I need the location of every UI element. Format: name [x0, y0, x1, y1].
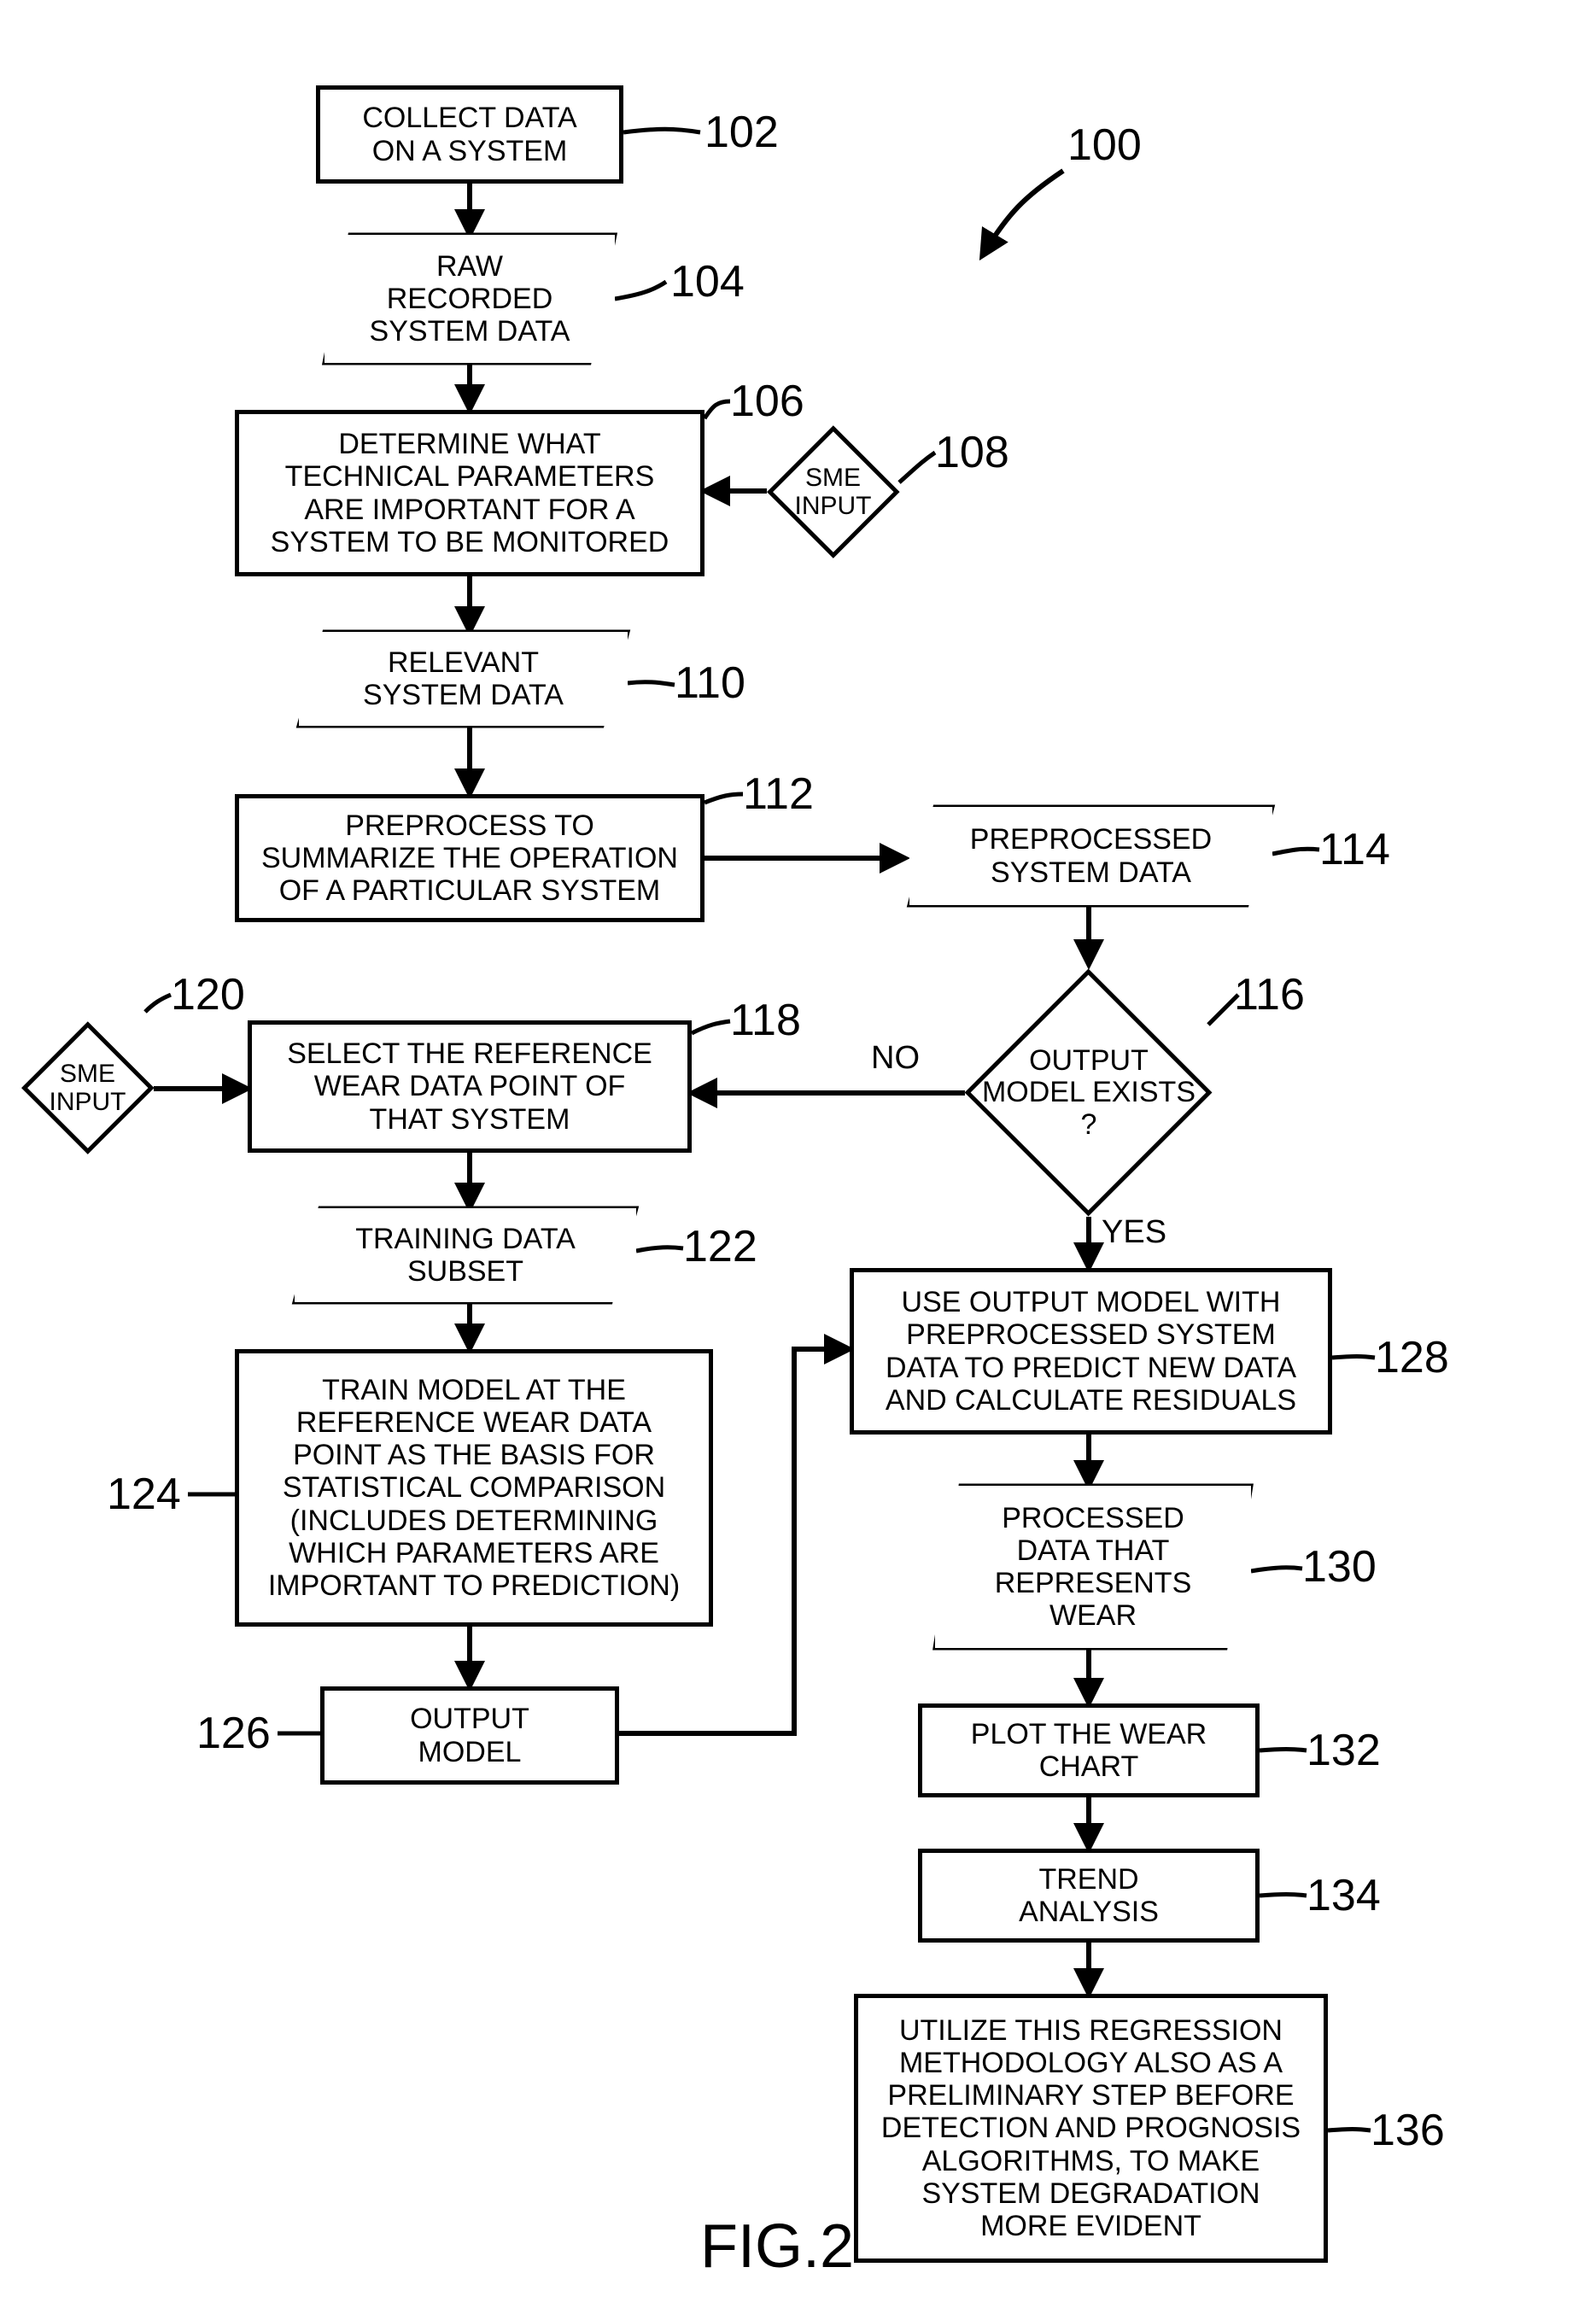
flowchart-canvas: FIG.2 100 COLLECT DATAON A SYSTEM RAWRECO… — [0, 0, 1596, 2314]
ref-n120: 120 — [171, 969, 245, 1020]
ref-n124: 124 — [107, 1469, 181, 1520]
data-n110: RELEVANTSYSTEM DATA — [299, 632, 628, 726]
ref-n122: 122 — [683, 1221, 757, 1272]
ref-n110: 110 — [675, 657, 745, 709]
data-n114: PREPROCESSEDSYSTEM DATA — [909, 807, 1272, 905]
ref-n130: 130 — [1302, 1541, 1377, 1592]
ref-n132: 132 — [1307, 1725, 1381, 1776]
figure-label: FIG.2 — [700, 2212, 854, 2282]
ref-n102: 102 — [704, 107, 779, 158]
edges-overlay — [0, 0, 1596, 2314]
decision-n116: OUTPUTMODEL EXISTS? — [965, 969, 1213, 1217]
ref-n112: 112 — [743, 768, 814, 820]
process-n124: TRAIN MODEL AT THEREFERENCE WEAR DATAPOI… — [235, 1349, 713, 1627]
ref-n114: 114 — [1319, 824, 1390, 875]
process-n136: UTILIZE THIS REGRESSIONMETHODOLOGY ALSO … — [854, 1994, 1328, 2263]
ref-n104: 104 — [670, 256, 745, 307]
ref-n134: 134 — [1307, 1870, 1381, 1921]
decision-n108: SMEINPUT — [767, 425, 899, 558]
data-n104: RAWRECORDEDSYSTEM DATA — [324, 235, 615, 363]
ref-n128: 128 — [1375, 1332, 1449, 1383]
process-n132: PLOT THE WEARCHART — [918, 1703, 1260, 1797]
data-n122: TRAINING DATASUBSET — [295, 1208, 636, 1302]
process-n134: TRENDANALYSIS — [918, 1849, 1260, 1943]
process-n126: OUTPUTMODEL — [320, 1686, 619, 1785]
ref-n106: 106 — [730, 376, 804, 427]
process-n128: USE OUTPUT MODEL WITHPREPROCESSED SYSTEM… — [850, 1268, 1332, 1435]
ref-n126: 126 — [196, 1708, 271, 1759]
process-n106: DETERMINE WHATTECHNICAL PARAMETERSARE IM… — [235, 410, 704, 576]
process-n112: PREPROCESS TOSUMMARIZE THE OPERATIONOF A… — [235, 794, 704, 922]
diagram-reference: 100 — [1067, 120, 1142, 171]
ref-n108: 108 — [935, 427, 1009, 478]
ref-n136: 136 — [1371, 2105, 1445, 2156]
ref-n118: 118 — [730, 995, 801, 1046]
edge-label-no: NO — [871, 1040, 920, 1077]
decision-n120: SMEINPUT — [21, 1021, 154, 1154]
process-n118: SELECT THE REFERENCEWEAR DATA POINT OFTH… — [248, 1020, 692, 1153]
data-n130: PROCESSEDDATA THATREPRESENTSWEAR — [935, 1486, 1251, 1648]
process-n102: COLLECT DATAON A SYSTEM — [316, 85, 623, 184]
ref-n116: 116 — [1234, 969, 1305, 1020]
edge-label-yes: YES — [1102, 1214, 1166, 1251]
